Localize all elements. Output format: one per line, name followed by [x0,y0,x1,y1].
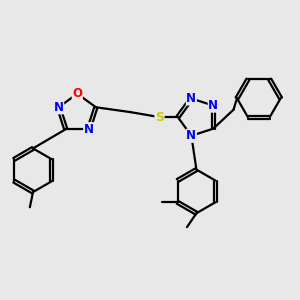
Text: S: S [155,111,164,124]
Text: N: N [54,101,64,114]
Text: O: O [72,87,82,100]
Text: N: N [84,123,94,136]
Text: N: N [208,99,218,112]
Text: N: N [186,129,197,142]
Text: N: N [186,92,197,105]
